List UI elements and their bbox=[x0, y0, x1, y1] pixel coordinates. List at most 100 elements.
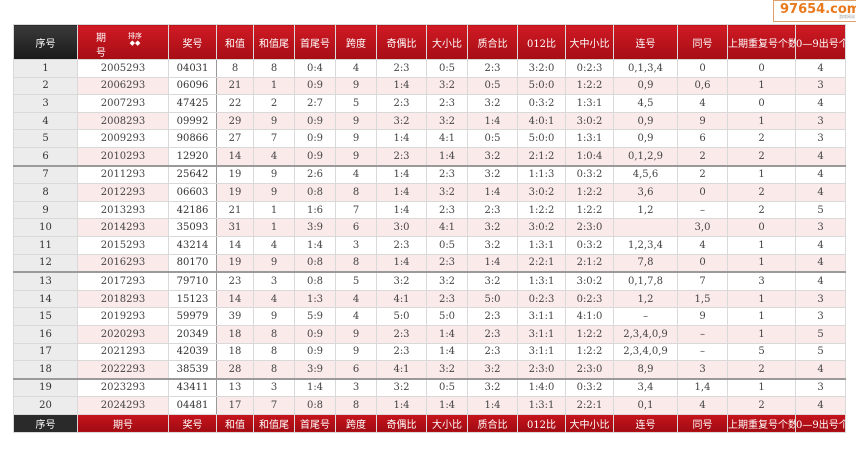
cell-mod012: 4:0:1 bbox=[517, 111, 566, 131]
cell-prime-composite: 3:2 bbox=[467, 218, 518, 237]
cell-seq: 11 bbox=[13, 235, 78, 255]
cell-big-small: 4:1 bbox=[426, 129, 468, 148]
header-big-mid-small: 大中小比 bbox=[565, 24, 614, 60]
cell-mod012: 2:3:0 bbox=[517, 360, 566, 380]
cell-seq: 3 bbox=[13, 94, 78, 113]
cell-head-tail: 0:8 bbox=[294, 253, 336, 273]
cell-sum: 14 bbox=[216, 146, 254, 167]
cell-mod012: 0:3:2 bbox=[517, 94, 566, 113]
sort-label: 排序 bbox=[128, 32, 142, 40]
cell-prime-composite: 2:3 bbox=[467, 200, 518, 220]
cell-big-mid-small: 1:3:1 bbox=[565, 129, 614, 148]
cell-prime-composite: 1:4 bbox=[467, 396, 518, 415]
cell-prize: 06603 bbox=[168, 183, 217, 202]
cell-digits: 4 bbox=[795, 164, 846, 185]
cell-prize: 06096 bbox=[168, 76, 217, 96]
table-row: 10 2014293 35093 31 1 3:9 6 3:0 4:1 3:2 3:0:2 2:3:0… bbox=[13, 218, 846, 237]
cell-prime-composite: 3:2 bbox=[467, 360, 518, 380]
cell-sum: 28 bbox=[216, 360, 254, 380]
cell-sum-tail: 1 bbox=[253, 76, 295, 96]
sort-toggle[interactable]: 排序 ◆◆ bbox=[128, 33, 142, 47]
cell-repeat: 2 bbox=[727, 183, 796, 202]
cell-sum: 8 bbox=[216, 59, 254, 78]
cell-sum: 27 bbox=[216, 129, 254, 148]
cell-sum: 14 bbox=[216, 289, 254, 309]
cell-consecutive: 8,9 bbox=[613, 360, 678, 380]
cell-same: 4 bbox=[677, 94, 728, 113]
cell-digits: 3 bbox=[795, 218, 846, 237]
cell-big-small: 1:4 bbox=[426, 342, 468, 362]
cell-sum-tail: 8 bbox=[253, 360, 295, 380]
cell-big-mid-small: 0:3:2 bbox=[565, 377, 614, 398]
header-prize: 奖号 bbox=[168, 24, 217, 60]
header-issue[interactable]: 期 号 排序 ◆◆ bbox=[77, 24, 169, 60]
cell-consecutive: 0,1 bbox=[613, 396, 678, 415]
cell-sum-tail: 1 bbox=[253, 200, 295, 220]
cell-big-small: 2:3 bbox=[426, 253, 468, 273]
cell-big-mid-small: 2:1:2 bbox=[565, 253, 614, 273]
footer-odd-even: 奇偶比 bbox=[376, 413, 427, 433]
footer-digits: 0—9出号个数 bbox=[795, 413, 846, 433]
cell-prize: 25642 bbox=[168, 164, 217, 185]
cell-odd-even: 1:4 bbox=[376, 129, 427, 148]
cell-consecutive bbox=[613, 218, 678, 237]
cell-head-tail: 0:9 bbox=[294, 111, 336, 131]
cell-repeat: 0 bbox=[727, 218, 796, 237]
header-sum: 和值 bbox=[216, 24, 254, 60]
cell-sum: 21 bbox=[216, 200, 254, 220]
cell-mod012: 2:1:2 bbox=[517, 146, 566, 167]
cell-big-small: 4:1 bbox=[426, 218, 468, 237]
cell-issue: 2005293 bbox=[77, 59, 169, 78]
lottery-history-table-container: 序号 期 号 排序 ◆◆ 奖号 和值 和值尾 首尾号 跨度 奇偶比 大小比 质合… bbox=[13, 24, 846, 433]
cell-repeat: 1 bbox=[727, 235, 796, 255]
cell-mod012: 1:1:3 bbox=[517, 164, 566, 185]
cell-big-mid-small: 0:3:2 bbox=[565, 235, 614, 255]
cell-same: 0 bbox=[677, 253, 728, 273]
cell-head-tail: 5:9 bbox=[294, 307, 336, 326]
cell-consecutive: 3,4 bbox=[613, 377, 678, 398]
cell-consecutive: 2,3,4,0,9 bbox=[613, 342, 678, 362]
cell-repeat: 1 bbox=[727, 76, 796, 96]
cell-odd-even: 4:1 bbox=[376, 360, 427, 380]
cell-sum: 18 bbox=[216, 324, 254, 344]
cell-big-small: 1:4 bbox=[426, 146, 468, 167]
footer-head-tail: 首尾号 bbox=[294, 413, 336, 433]
cell-head-tail: 0:9 bbox=[294, 129, 336, 148]
cell-prize: 35093 bbox=[168, 218, 217, 237]
cell-big-mid-small: 2:3:0 bbox=[565, 360, 614, 380]
table-row: 4 2008293 09992 29 9 0:9 9 3:2 3:2 1:4 4:0:1 3:0:2 0… bbox=[13, 111, 846, 131]
cell-sum-tail: 8 bbox=[253, 59, 295, 78]
cell-span: 9 bbox=[335, 76, 377, 96]
cell-mod012: 3:2:0 bbox=[517, 59, 566, 78]
cell-odd-even: 5:0 bbox=[376, 307, 427, 326]
header-head-tail: 首尾号 bbox=[294, 24, 336, 60]
cell-digits: 3 bbox=[795, 111, 846, 131]
cell-prize: 42186 bbox=[168, 200, 217, 220]
cell-repeat: 5 bbox=[727, 342, 796, 362]
cell-head-tail: 1:4 bbox=[294, 377, 336, 398]
cell-same: – bbox=[677, 324, 728, 344]
cell-prize: 79710 bbox=[168, 271, 217, 291]
cell-consecutive: 3,6 bbox=[613, 183, 678, 202]
cell-big-small: 3:2 bbox=[426, 183, 468, 202]
header-sum-tail: 和值尾 bbox=[253, 24, 295, 60]
cell-sum-tail: 7 bbox=[253, 129, 295, 148]
cell-prize: 20349 bbox=[168, 324, 217, 344]
table-row: 14 2018293 15123 14 4 1:3 4 4:1 2:3 5:0 0:2:3 0:2:3… bbox=[13, 289, 846, 309]
cell-issue: 2021293 bbox=[77, 342, 169, 362]
cell-issue: 2014293 bbox=[77, 218, 169, 237]
table-body: 1 2005293 04031 8 8 0:4 4 2:3 0:5 2:3 3:2:0 0:2:3 0,… bbox=[13, 59, 846, 415]
cell-sum-tail: 8 bbox=[253, 324, 295, 344]
cell-prize: 04031 bbox=[168, 59, 217, 78]
cell-odd-even: 1:4 bbox=[376, 76, 427, 96]
cell-seq: 17 bbox=[13, 342, 78, 362]
header-digits: 0—9出号个数 bbox=[795, 24, 846, 60]
cell-odd-even: 3:2 bbox=[376, 377, 427, 398]
cell-big-small: 0:5 bbox=[426, 377, 468, 398]
cell-sum: 17 bbox=[216, 396, 254, 415]
cell-repeat: 2 bbox=[727, 396, 796, 415]
cell-issue: 2009293 bbox=[77, 129, 169, 148]
cell-odd-even: 2:3 bbox=[376, 146, 427, 167]
cell-consecutive: 0,1,7,8 bbox=[613, 271, 678, 291]
cell-consecutive: 4,5,6 bbox=[613, 164, 678, 185]
